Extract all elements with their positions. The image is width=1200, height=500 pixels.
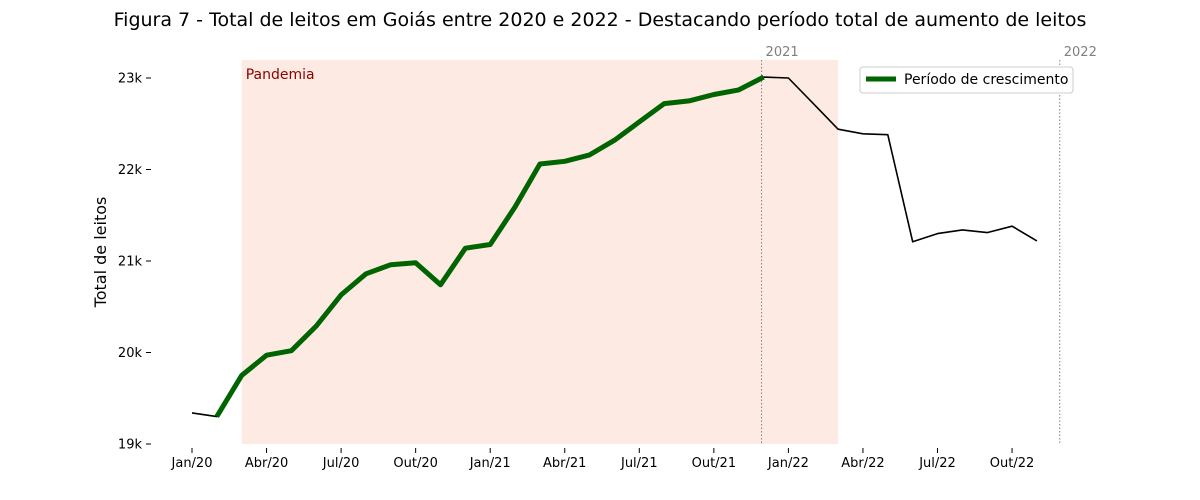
pandemic-shaded-region	[241, 60, 839, 444]
x-tick-label: Out/21	[692, 456, 737, 471]
x-tick-label: Jan/22	[767, 456, 809, 471]
x-tick-label: Jul/22	[918, 456, 956, 471]
x-tick-label: Abr/22	[841, 456, 884, 471]
x-tick-label: Out/20	[393, 456, 438, 471]
x-tick-label: Jan/20	[171, 456, 213, 471]
y-tick-label: 19k	[118, 438, 143, 453]
year-label: 2022	[1064, 45, 1097, 60]
x-tick-label: Out/22	[990, 456, 1035, 471]
x-tick-label: Abr/21	[543, 456, 586, 471]
legend-label-growth: Período de crescimento	[904, 72, 1068, 88]
y-tick-label: 23k	[118, 72, 143, 87]
legend-box	[859, 66, 1074, 94]
year-label: 2021	[766, 45, 799, 60]
y-axis-label: Total de leitos	[91, 197, 110, 309]
x-tick-label: Jul/21	[620, 456, 658, 471]
chart-title: Figura 7 - Total de leitos em Goiás entr…	[114, 9, 1087, 31]
series-line-growth	[214, 74, 765, 418]
x-tick-label: Abr/20	[245, 456, 288, 471]
x-tick-label: Jan/21	[469, 456, 511, 471]
pandemic-label: Pandemia	[246, 67, 315, 83]
y-tick-label: 21k	[118, 255, 143, 270]
y-tick-label: 20k	[118, 346, 143, 361]
y-tick-label: 22k	[118, 163, 143, 178]
x-tick-label: Jul/20	[322, 456, 360, 471]
